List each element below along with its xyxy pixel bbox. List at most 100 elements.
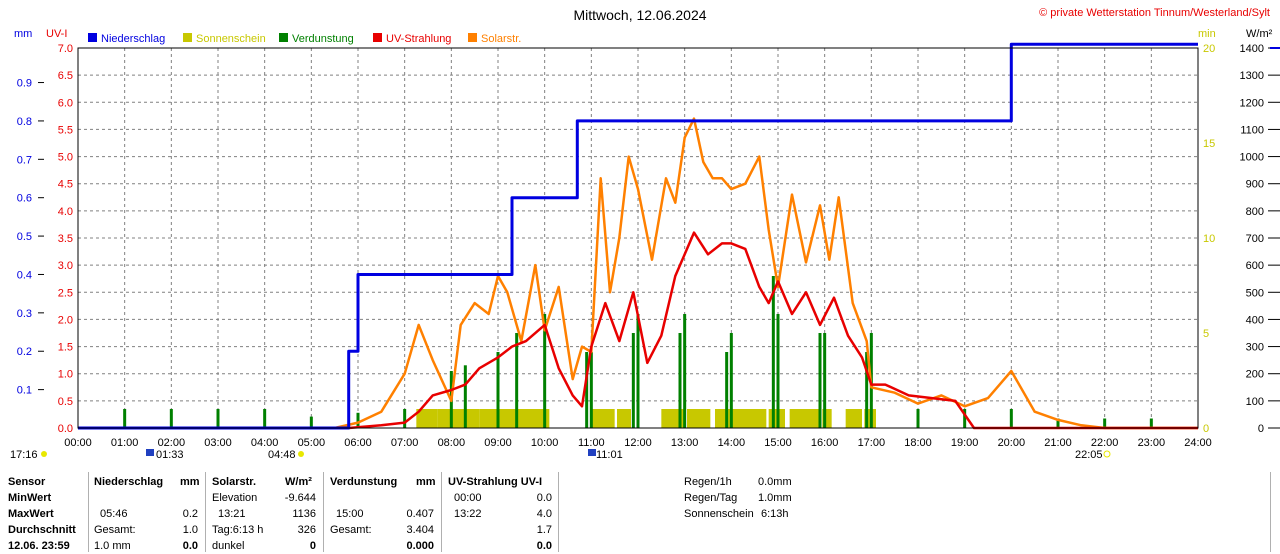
niederschlag-max-time: 05:46 <box>100 508 128 520</box>
uv-tick-label: 3.0 <box>58 260 73 272</box>
statistics-table: Sensor MinWert MaxWert Durchschnitt 12.0… <box>0 472 1280 552</box>
x-tick-label: 09:00 <box>484 437 512 449</box>
sunshine-bar <box>822 409 832 428</box>
min-tick-label: 15 <box>1203 138 1215 150</box>
wm2-tick-label: 1100 <box>1240 124 1264 136</box>
uv-tick-label: 0.5 <box>58 396 73 408</box>
x-tick-label: 24:00 <box>1184 437 1212 449</box>
x-tick-label: 03:00 <box>204 437 232 449</box>
copyright-note: © private Wetterstation Tinnum/Westerlan… <box>1039 7 1270 19</box>
uv-last-value: 0.0 <box>536 540 552 552</box>
wm2-tick-label: 200 <box>1246 369 1264 381</box>
sunshine-bar <box>715 409 767 428</box>
uv-radiation-line <box>78 231 1198 430</box>
divider <box>323 472 324 552</box>
verdunstung-gesamt-value: 3.404 <box>406 524 434 536</box>
verdunstung-unit: mm <box>416 476 436 488</box>
legend-swatch-uv <box>373 33 382 42</box>
uv-tick-label: 7.0 <box>58 43 73 55</box>
summary-regentag-label: Regen/Tag <box>684 492 738 504</box>
row-label-avg: Durchschnitt <box>8 524 76 536</box>
x-tick-label: 14:00 <box>718 437 746 449</box>
legend-label-sonnenschein: Sonnenschein <box>196 33 266 45</box>
x-tick-label: 22:00 <box>1091 437 1119 449</box>
series-lines <box>78 42 1198 430</box>
verdunstung-header: Verdunstung <box>330 476 398 488</box>
solar-max-value: 1136 <box>292 508 316 520</box>
x-tick-label: 01:00 <box>111 437 139 449</box>
uv-tick-label: 0.0 <box>58 423 73 435</box>
x-tick-label: 11:00 <box>578 437 605 449</box>
verdunstung-last-value: 0.000 <box>406 540 434 552</box>
sensor-header: Sensor <box>8 476 46 488</box>
axis-ticks: 00:00 01:00 02:00 03:00 04:00 05:00 06:00 07:00… <box>17 43 1280 449</box>
summary-sonnenschein-value: 6:13h <box>761 508 789 520</box>
wm2-tick-label: 600 <box>1246 260 1264 272</box>
legend-swatch-verdunstung <box>279 33 288 42</box>
weather-chart: Mittwoch, 12.06.2024 © private Wettersta… <box>10 7 1280 461</box>
x-tick-label: 06:00 <box>344 437 372 449</box>
divider <box>1270 472 1271 552</box>
wm2-tick-label: 100 <box>1246 396 1264 408</box>
divider <box>205 472 206 552</box>
sunshine-bars <box>416 409 876 428</box>
sun-time-left: 17:16 <box>10 449 38 461</box>
legend-label-verdunstung: Verdunstung <box>292 33 354 45</box>
summary-regentag-value: 1.0mm <box>758 492 792 504</box>
summary-regen1h-value: 0.0mm <box>758 476 792 488</box>
x-tick-label: 04:00 <box>251 437 279 449</box>
x-tick-label: 08:00 <box>438 437 466 449</box>
solar-elevation-label: Elevation <box>212 492 258 504</box>
mm-tick-label: 0.3 <box>17 308 32 320</box>
sunset-icon <box>1103 450 1111 458</box>
solar-tag-label: Tag:6:13 h <box>212 524 264 536</box>
sunshine-bar <box>617 409 631 428</box>
verdunstung-max-time: 15:00 <box>336 508 364 520</box>
row-label-last: 12.06. 23:59 <box>8 540 70 552</box>
sunshine-bar <box>845 409 862 428</box>
niederschlag-header: Niederschlag <box>94 476 164 488</box>
wm2-tick-label: 700 <box>1246 233 1264 245</box>
x-tick-label: 17:00 <box>858 437 886 449</box>
x-tick-label: 21:00 <box>1044 437 1072 449</box>
solar-dunkel-label: dunkel <box>212 540 245 552</box>
x-tick-label: 18:00 <box>904 437 932 449</box>
uv-tick-label: 6.0 <box>58 97 73 109</box>
mm-tick-label: 0.7 <box>17 154 32 166</box>
min-tick-label: 5 <box>1203 328 1209 340</box>
uv-tick-label: 5.5 <box>58 124 73 136</box>
row-label-max: MaxWert <box>8 508 54 520</box>
mm-tick-label: 0.6 <box>17 193 32 205</box>
uv-tick-label: 5.0 <box>58 152 73 164</box>
x-tick-label: 13:00 <box>671 437 699 449</box>
axis-label-wm2: W/m² <box>1246 28 1273 40</box>
divider <box>558 472 559 552</box>
sunshine-bar <box>479 409 498 428</box>
legend-label-solar: Solarstr. <box>481 33 521 45</box>
verdunstung-gesamt-label: Gesamt: <box>330 524 372 536</box>
uv-tick-label: 6.5 <box>58 70 73 82</box>
evaporation-spikes <box>123 276 1153 428</box>
sunshine-bar <box>437 409 452 428</box>
niederschlag-last-label: 1.0 mm <box>94 540 131 552</box>
sun-time-set: 22:05 <box>1075 449 1103 461</box>
x-tick-label: 07:00 <box>391 437 419 449</box>
niederschlag-gesamt-value: 1.0 <box>182 524 198 536</box>
x-tick-label: 15:00 <box>764 437 792 449</box>
sun-time-rise: 04:48 <box>268 449 296 461</box>
wm2-tick-label: 1300 <box>1240 70 1264 82</box>
mm-tick-label: 0.2 <box>17 346 32 358</box>
solar-max-time: 13:21 <box>218 508 246 520</box>
wm2-tick-label: 0 <box>1258 423 1264 435</box>
min-tick-label: 20 <box>1203 43 1215 55</box>
x-tick-label: 23:00 <box>1138 437 1166 449</box>
moon-icon <box>146 449 154 456</box>
wm2-tick-label: 300 <box>1246 342 1264 354</box>
uv-min-time: 00:00 <box>454 492 482 504</box>
divider <box>88 472 89 552</box>
solar-dunkel-value: 0 <box>309 540 316 552</box>
mm-tick-label: 0.8 <box>17 116 32 128</box>
uv-max-time: 13:22 <box>454 508 482 520</box>
noon-icon <box>588 449 596 456</box>
summary-sonnenschein-label: Sonnenschein <box>684 508 754 520</box>
